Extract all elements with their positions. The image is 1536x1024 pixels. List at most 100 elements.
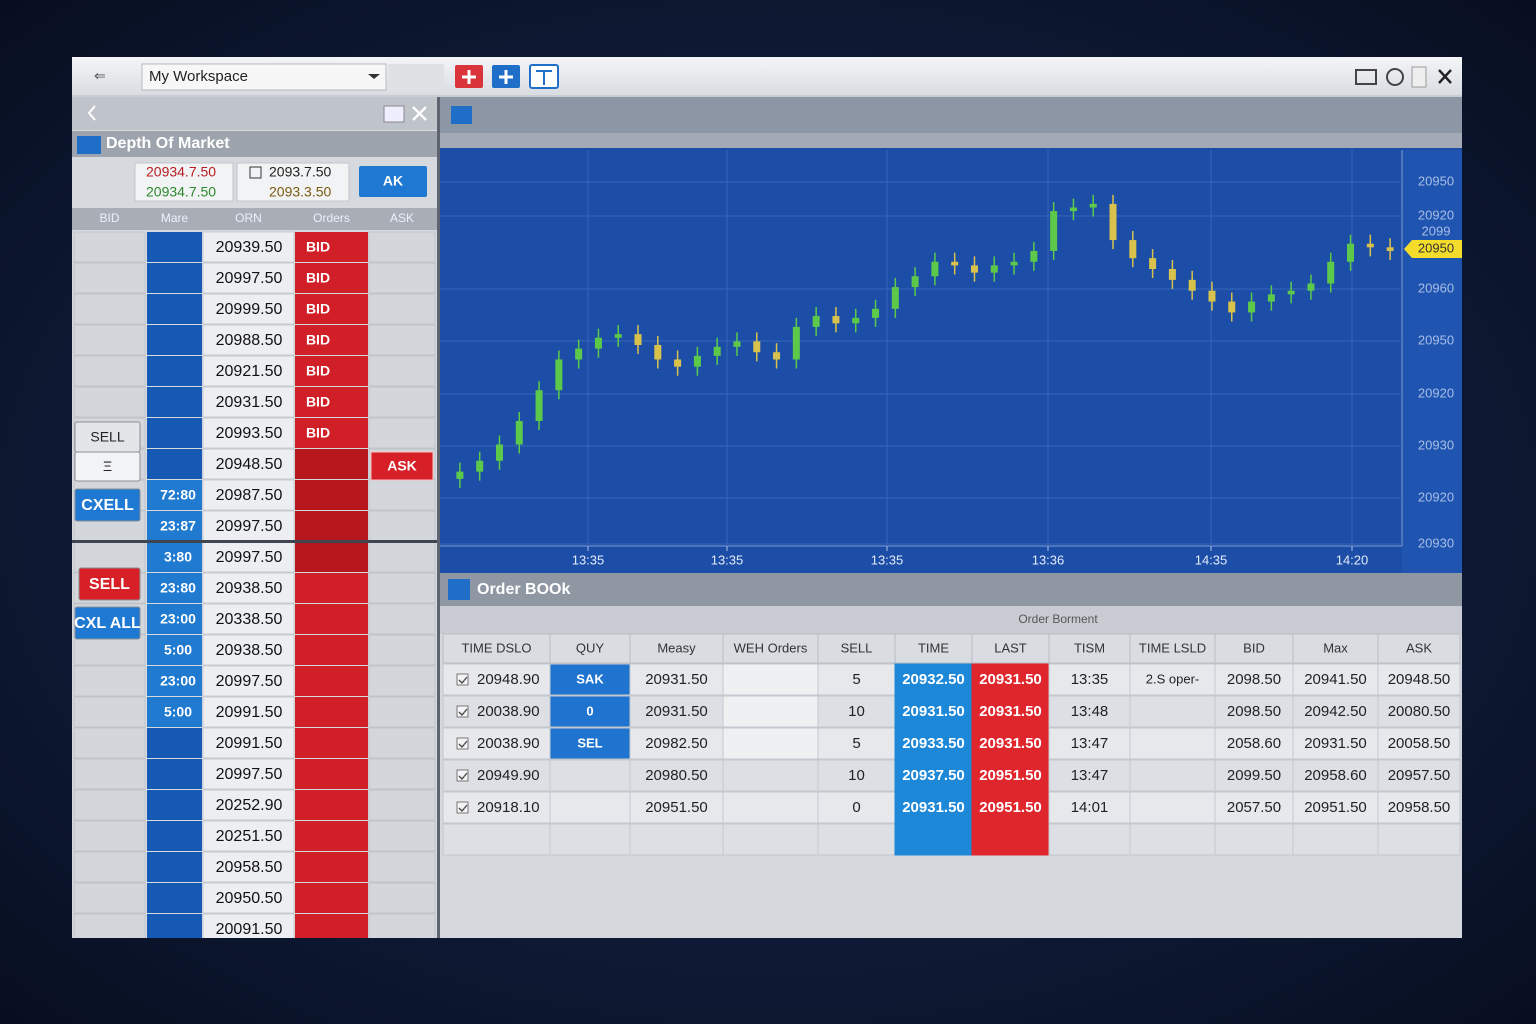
globe-icon[interactable] (1386, 68, 1404, 86)
table-value: 0 (586, 703, 593, 718)
candle-body (495, 444, 503, 461)
price-cell (202, 324, 295, 356)
candle-body (634, 334, 642, 345)
action-button-label[interactable]: Ξ (103, 458, 112, 474)
price: 20991.50 (216, 735, 283, 752)
candle-body (733, 341, 741, 347)
ask-cell (368, 758, 436, 790)
red-tool-icon (462, 70, 476, 84)
price-cell (202, 820, 295, 852)
back-icon[interactable]: ⇐ (94, 68, 106, 84)
ask-button-label[interactable]: ASK (387, 458, 417, 474)
column-header: WEH Orders (734, 640, 808, 655)
action-button-label[interactable]: CXELL (81, 497, 134, 514)
table-cell (549, 759, 631, 792)
action-button-label[interactable]: CXL ALL (74, 615, 141, 632)
orders-cell (295, 356, 368, 386)
table-value: 2058.60 (1227, 735, 1281, 752)
header-cell (549, 633, 631, 664)
table-cell (1214, 727, 1294, 760)
action-button[interactable] (74, 451, 141, 482)
table-cell (1292, 759, 1379, 792)
ask-button[interactable] (370, 451, 434, 481)
ask-cell (368, 386, 436, 418)
table-value: 20932.50 (902, 671, 965, 688)
candle-body (1129, 240, 1137, 259)
table-cell (1129, 727, 1216, 760)
collapse-icon[interactable] (87, 105, 96, 121)
ak-button[interactable] (359, 166, 427, 197)
price-cell (202, 262, 295, 294)
table-value: 20958.60 (1304, 767, 1367, 784)
ak-button-label[interactable]: AK (383, 173, 403, 189)
table-value: 0 (852, 799, 860, 816)
table-cell (1377, 727, 1461, 760)
menu-icon[interactable] (1411, 66, 1427, 88)
chart-icon[interactable] (451, 106, 472, 124)
table-value: 20931.50 (979, 671, 1042, 688)
column-header: SELL (841, 640, 873, 655)
y-tick-label: 20950 (1418, 173, 1454, 188)
toolbar-spacer (388, 64, 444, 90)
price-cell (202, 231, 295, 263)
volume: 23:00 (160, 611, 196, 627)
table-value: 10 (848, 703, 865, 720)
price: 20939.50 (216, 239, 283, 256)
bid-cell (73, 262, 146, 294)
table-value: 20931.50 (979, 703, 1042, 720)
ask-cell (368, 603, 436, 635)
close-button[interactable] (1438, 69, 1452, 84)
table-cell (1129, 695, 1216, 728)
volume-cell (147, 790, 202, 820)
row-checkbox[interactable] (456, 673, 469, 686)
price: 20091.50 (216, 921, 283, 938)
volume-cell (147, 573, 202, 603)
table-value: 20951.50 (979, 767, 1042, 784)
dom-header: BID (99, 211, 119, 225)
order-label: BID (306, 301, 330, 317)
quote-checkbox[interactable] (249, 166, 262, 179)
row-checkbox[interactable] (456, 801, 469, 814)
price-cell (202, 448, 295, 480)
table-value: 20931.50 (902, 703, 965, 720)
table-cell (722, 695, 819, 728)
row-checkbox[interactable] (456, 737, 469, 750)
candle-body (1347, 243, 1355, 262)
table-cell (1377, 823, 1461, 856)
action-button[interactable] (74, 488, 141, 522)
column-header: Max (1323, 640, 1348, 655)
action-button-label[interactable]: SELL (89, 576, 130, 593)
volume: 23:87 (160, 518, 196, 534)
row-check[interactable] (458, 708, 468, 716)
candle-body (832, 316, 840, 324)
row-check[interactable] (458, 676, 468, 684)
action-button-label[interactable]: SELL (90, 429, 124, 445)
table-cell (442, 823, 551, 856)
orders-cell (295, 759, 368, 789)
header-cell (442, 633, 551, 664)
maximize-icon[interactable] (383, 105, 405, 123)
table-cell (817, 759, 896, 792)
row-checkbox[interactable] (456, 705, 469, 718)
table-value: 20949.90 (477, 767, 540, 784)
action-button[interactable] (74, 606, 141, 640)
column-header: ASK (1406, 640, 1432, 655)
row-checkbox[interactable] (456, 769, 469, 782)
y-tick-label: 20920 (1418, 385, 1454, 400)
order-book-title: Order BOOk (477, 581, 570, 598)
workspace-select[interactable] (141, 63, 387, 91)
row-check[interactable] (458, 804, 468, 812)
table-cell (549, 823, 631, 856)
action-button[interactable] (78, 567, 141, 601)
splitter (437, 97, 440, 938)
row-check[interactable] (458, 740, 468, 748)
volume-cell (147, 480, 202, 510)
panel-close[interactable] (412, 106, 427, 121)
window-icon[interactable] (1355, 69, 1377, 85)
workspace-name[interactable]: My Workspace (149, 68, 248, 85)
candle-body (1228, 301, 1236, 313)
candle-body (1327, 261, 1335, 284)
table-value: 20931.50 (1304, 735, 1367, 752)
bid-cell (73, 293, 146, 325)
row-check[interactable] (458, 772, 468, 780)
